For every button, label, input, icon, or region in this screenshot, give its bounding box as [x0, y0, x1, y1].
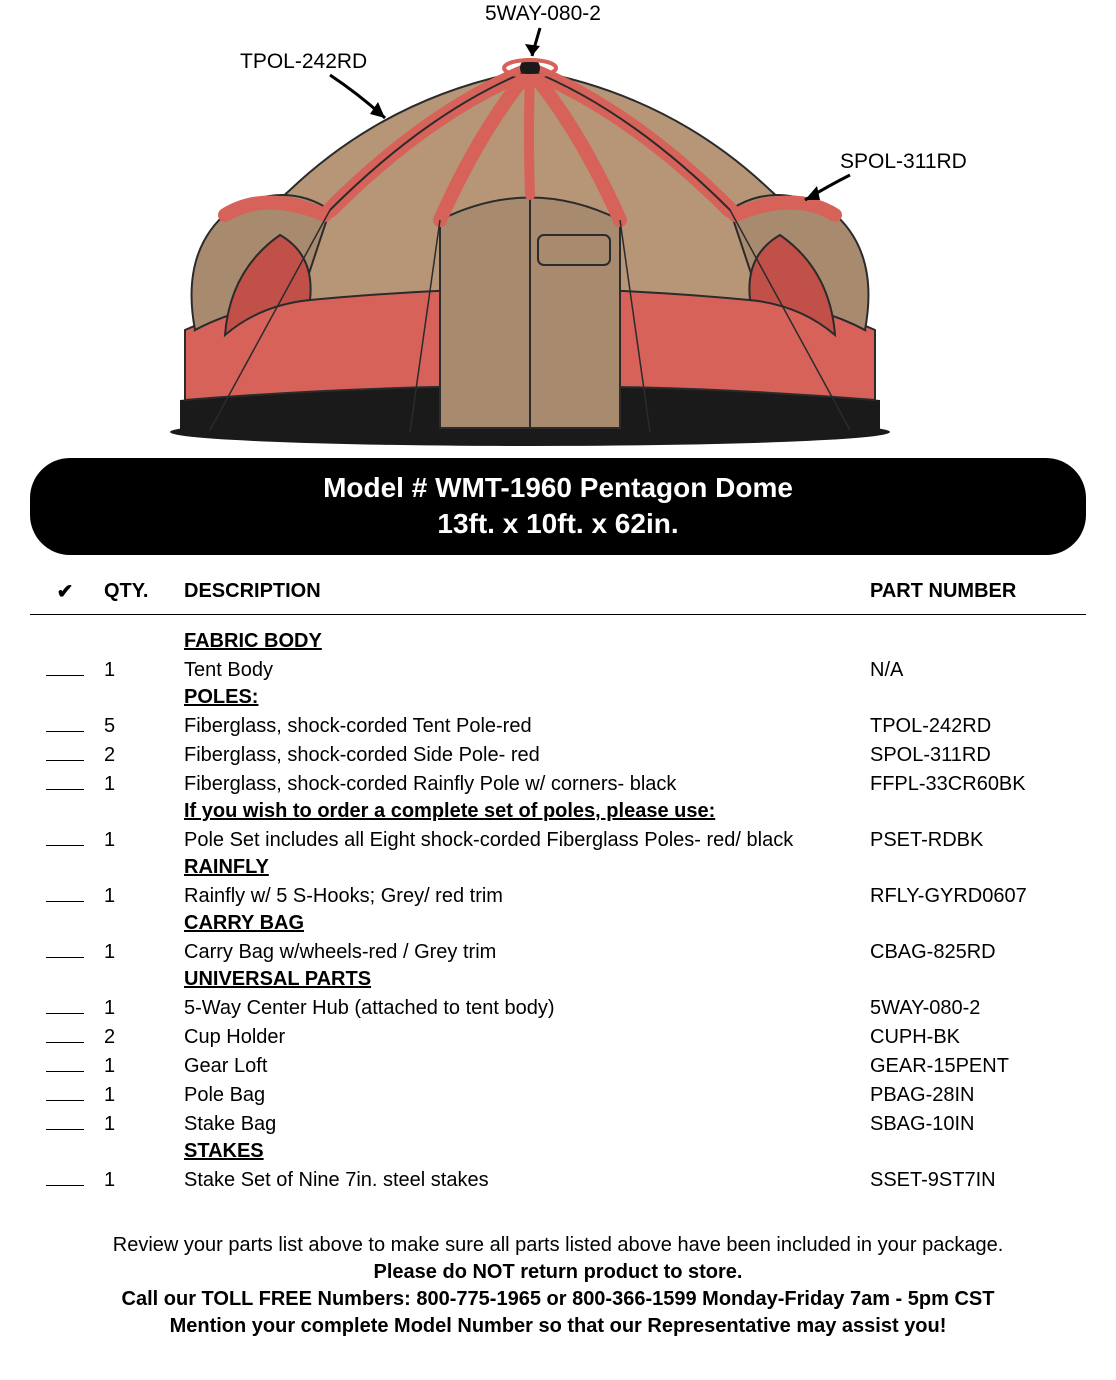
desc-cell: Fiberglass, shock-corded Rainfly Pole w/… — [180, 769, 866, 798]
section-heading-row: FABRIC BODY — [30, 628, 1086, 655]
part-cell: N/A — [866, 655, 1086, 684]
qty-cell: 1 — [100, 1109, 180, 1138]
section-heading: CARRY BAG — [184, 912, 304, 934]
section-heading: FABRIC BODY — [184, 630, 322, 652]
col-desc: DESCRIPTION — [180, 573, 866, 615]
check-blank — [46, 1023, 84, 1043]
qty-cell: 1 — [100, 937, 180, 966]
section-heading-row: UNIVERSAL PARTS — [30, 966, 1086, 993]
table-row: 1Stake BagSBAG-10IN — [30, 1109, 1086, 1138]
callout-right: SPOL-311RD — [840, 150, 967, 174]
desc-cell: Rainfly w/ 5 S-Hooks; Grey/ red trim — [180, 881, 866, 910]
col-qty: QTY. — [100, 573, 180, 615]
desc-cell: Fiberglass, shock-corded Tent Pole-red — [180, 711, 866, 740]
qty-cell: 1 — [100, 1051, 180, 1080]
part-cell: RFLY-GYRD0607 — [866, 881, 1086, 910]
table-row: 1Gear LoftGEAR-15PENT — [30, 1051, 1086, 1080]
qty-cell: 1 — [100, 769, 180, 798]
footer-line3: Call our TOLL FREE Numbers: 800-775-1965… — [30, 1286, 1086, 1313]
table-row: 5Fiberglass, shock-corded Tent Pole-redT… — [30, 711, 1086, 740]
desc-cell: Pole Bag — [180, 1080, 866, 1109]
table-header-row: ✔ QTY. DESCRIPTION PART NUMBER — [30, 573, 1086, 615]
desc-cell: Tent Body — [180, 655, 866, 684]
table-row: 1Fiberglass, shock-corded Rainfly Pole w… — [30, 769, 1086, 798]
desc-cell: Gear Loft — [180, 1051, 866, 1080]
col-part: PART NUMBER — [866, 573, 1086, 615]
table-row: 1Pole BagPBAG-28IN — [30, 1080, 1086, 1109]
footer-line1: Review your parts list above to make sur… — [30, 1232, 1086, 1259]
part-cell: SSET-9ST7IN — [866, 1165, 1086, 1194]
part-cell: CBAG-825RD — [866, 937, 1086, 966]
note-row: If you wish to order a complete set of p… — [30, 798, 1086, 825]
section-heading-row: RAINFLY — [30, 854, 1086, 881]
part-cell: 5WAY-080-2 — [866, 993, 1086, 1022]
check-blank — [46, 1081, 84, 1101]
table-row: 1Rainfly w/ 5 S-Hooks; Grey/ red trimRFL… — [30, 881, 1086, 910]
qty-cell: 1 — [100, 1080, 180, 1109]
section-heading: POLES: — [184, 686, 258, 708]
section-heading-row: STAKES — [30, 1138, 1086, 1165]
qty-cell: 1 — [100, 881, 180, 910]
qty-cell: 1 — [100, 655, 180, 684]
footer: Review your parts list above to make sur… — [30, 1232, 1086, 1340]
desc-cell: Stake Set of Nine 7in. steel stakes — [180, 1165, 866, 1194]
check-blank — [46, 741, 84, 761]
table-row: 1Stake Set of Nine 7in. steel stakesSSET… — [30, 1165, 1086, 1194]
check-blank — [46, 994, 84, 1014]
table-row: 2Cup HolderCUPH-BK — [30, 1022, 1086, 1051]
title-line1: Model # WMT-1960 Pentagon Dome — [50, 470, 1066, 506]
part-cell: GEAR-15PENT — [866, 1051, 1086, 1080]
desc-cell: Pole Set includes all Eight shock-corded… — [180, 825, 866, 854]
check-blank — [46, 882, 84, 902]
footer-line4: Mention your complete Model Number so th… — [30, 1313, 1086, 1340]
check-blank — [46, 938, 84, 958]
check-blank — [46, 712, 84, 732]
desc-cell: Stake Bag — [180, 1109, 866, 1138]
table-row: 1Pole Set includes all Eight shock-corde… — [30, 825, 1086, 854]
model-title-bar: Model # WMT-1960 Pentagon Dome 13ft. x 1… — [30, 458, 1086, 555]
qty-cell: 2 — [100, 1022, 180, 1051]
part-cell: CUPH-BK — [866, 1022, 1086, 1051]
qty-cell: 1 — [100, 825, 180, 854]
check-blank — [46, 1166, 84, 1186]
section-heading: UNIVERSAL PARTS — [184, 968, 371, 990]
col-check: ✔ — [30, 573, 100, 615]
table-row: 15-Way Center Hub (attached to tent body… — [30, 993, 1086, 1022]
section-heading-row: POLES: — [30, 684, 1086, 711]
desc-cell: Fiberglass, shock-corded Side Pole- red — [180, 740, 866, 769]
check-blank — [46, 826, 84, 846]
page: 5WAY-080-2 TPOL-242RD SPOL-311RD Model #… — [0, 0, 1116, 1380]
tent-svg — [30, 0, 1086, 450]
check-blank — [46, 656, 84, 676]
part-cell: PSET-RDBK — [866, 825, 1086, 854]
table-row: 1Carry Bag w/wheels-red / Grey trimCBAG-… — [30, 937, 1086, 966]
section-heading: RAINFLY — [184, 856, 269, 878]
tent-diagram: 5WAY-080-2 TPOL-242RD SPOL-311RD — [30, 0, 1086, 450]
qty-cell: 1 — [100, 993, 180, 1022]
table-row: 2Fiberglass, shock-corded Side Pole- red… — [30, 740, 1086, 769]
check-blank — [46, 1110, 84, 1130]
part-cell: FFPL-33CR60BK — [866, 769, 1086, 798]
qty-cell: 2 — [100, 740, 180, 769]
note-text: If you wish to order a complete set of p… — [180, 798, 866, 825]
part-cell: SPOL-311RD — [866, 740, 1086, 769]
parts-table: ✔ QTY. DESCRIPTION PART NUMBER FABRIC BO… — [30, 573, 1086, 1195]
desc-cell: Cup Holder — [180, 1022, 866, 1051]
callout-top: 5WAY-080-2 — [485, 2, 601, 26]
section-heading-row: CARRY BAG — [30, 910, 1086, 937]
check-blank — [46, 1052, 84, 1072]
title-line2: 13ft. x 10ft. x 62in. — [50, 506, 1066, 542]
section-heading: STAKES — [184, 1140, 264, 1162]
part-cell: PBAG-28IN — [866, 1080, 1086, 1109]
footer-line2: Please do NOT return product to store. — [30, 1259, 1086, 1286]
qty-cell: 1 — [100, 1165, 180, 1194]
check-blank — [46, 770, 84, 790]
desc-cell: 5-Way Center Hub (attached to tent body) — [180, 993, 866, 1022]
part-cell: TPOL-242RD — [866, 711, 1086, 740]
qty-cell: 5 — [100, 711, 180, 740]
table-row: 1Tent BodyN/A — [30, 655, 1086, 684]
callout-left: TPOL-242RD — [240, 50, 367, 74]
part-cell: SBAG-10IN — [866, 1109, 1086, 1138]
desc-cell: Carry Bag w/wheels-red / Grey trim — [180, 937, 866, 966]
